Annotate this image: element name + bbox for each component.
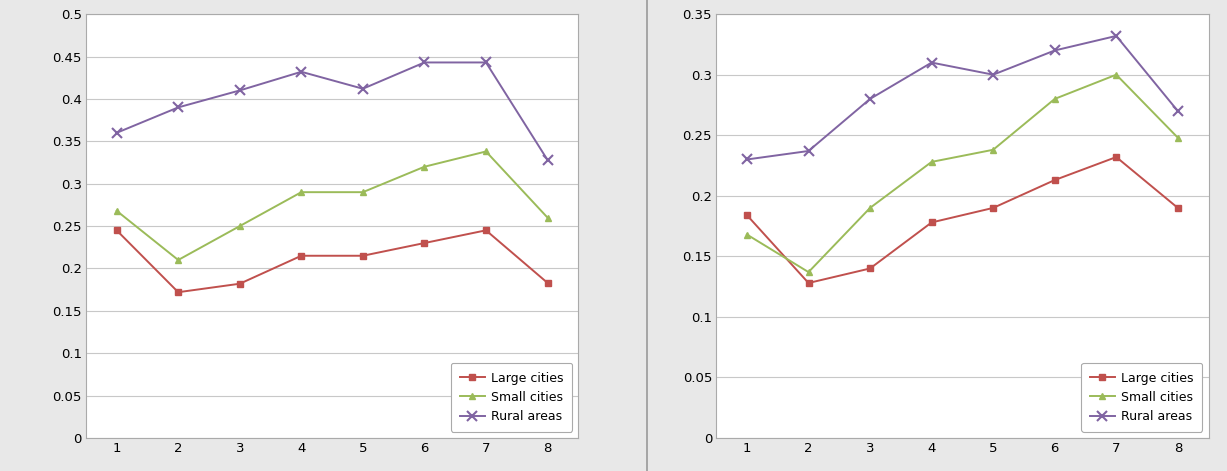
Small cities <box>1109 72 1124 78</box>
Large cities <box>1048 177 1063 183</box>
Large cities <box>740 212 755 218</box>
Small cities <box>924 159 939 165</box>
Small cities <box>1048 96 1063 102</box>
Small cities <box>232 223 247 229</box>
Rural areas <box>924 60 939 65</box>
Rural areas <box>1048 48 1063 53</box>
Large cities <box>863 266 877 271</box>
Line: Small cities: Small cities <box>113 148 551 263</box>
Small cities <box>417 164 432 170</box>
Rural areas <box>171 105 185 110</box>
Small cities <box>171 257 185 263</box>
Rural areas <box>985 72 1000 78</box>
Rural areas <box>740 157 755 162</box>
Line: Rural areas: Rural areas <box>742 31 1183 164</box>
Legend: Large cities, Small cities, Rural areas: Large cities, Small cities, Rural areas <box>450 363 572 432</box>
Small cities <box>863 205 877 211</box>
Small cities <box>801 269 816 275</box>
Rural areas <box>109 130 124 136</box>
Large cities <box>1109 154 1124 160</box>
Large cities <box>109 227 124 233</box>
Rural areas <box>232 88 247 93</box>
Large cities <box>294 253 309 259</box>
Small cities <box>740 232 755 237</box>
Line: Small cities: Small cities <box>744 71 1182 276</box>
Small cities <box>109 208 124 214</box>
Small cities <box>479 149 493 154</box>
Large cities <box>479 227 493 233</box>
Large cities <box>985 205 1000 211</box>
Small cities <box>985 147 1000 153</box>
Large cities <box>232 281 247 286</box>
Large cities <box>171 289 185 295</box>
Large cities <box>924 219 939 225</box>
Rural areas <box>1109 33 1124 39</box>
Line: Large cities: Large cities <box>744 154 1182 286</box>
Large cities <box>417 240 432 246</box>
Small cities <box>540 215 555 220</box>
Rural areas <box>801 148 816 154</box>
Large cities <box>801 280 816 286</box>
Small cities <box>1171 135 1185 140</box>
Small cities <box>294 189 309 195</box>
Rural areas <box>863 96 877 102</box>
Small cities <box>356 189 371 195</box>
Large cities <box>1171 205 1185 211</box>
Rural areas <box>356 86 371 91</box>
Large cities <box>356 253 371 259</box>
Rural areas <box>417 60 432 65</box>
Rural areas <box>479 60 493 65</box>
Rural areas <box>1171 108 1185 114</box>
Rural areas <box>294 69 309 74</box>
Rural areas <box>540 157 555 163</box>
Large cities <box>540 280 555 286</box>
Line: Rural areas: Rural areas <box>112 57 552 165</box>
Line: Large cities: Large cities <box>113 227 551 296</box>
Legend: Large cities, Small cities, Rural areas: Large cities, Small cities, Rural areas <box>1081 363 1202 432</box>
